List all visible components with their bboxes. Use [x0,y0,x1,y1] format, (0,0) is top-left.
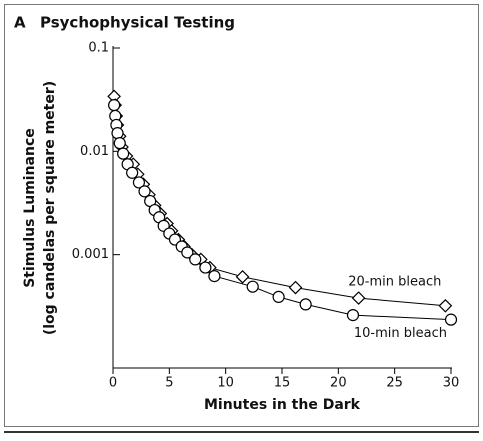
marker-circle [299,298,312,311]
x-tick-label: 30 [443,376,460,391]
marker-circle [117,147,130,160]
x-tick-label: 10 [217,376,234,391]
marker-circle [444,313,458,326]
marker-circle [126,166,139,179]
marker-diamond [288,280,303,295]
marker-circle [138,185,151,198]
y-tick-label: 0.01 [80,144,109,159]
y-tick-label: 0.001 [72,247,109,262]
marker-circle [113,137,126,150]
marker-circle [189,253,202,266]
marker-circle [108,99,121,112]
frame [4,4,479,427]
x-tick-label: 0 [109,376,117,391]
marker-circle [346,309,360,322]
series-label: 20-min bleach [348,274,441,289]
marker-circle [132,176,146,189]
marker-circle [181,246,194,259]
marker-diamond [235,269,250,284]
x-axis-label: Minutes in the Dark [204,397,361,413]
series-label: 10-min bleach [354,326,447,341]
marker-diamond [438,298,453,313]
x-tick-label: 15 [274,376,291,391]
marker-circle [111,127,124,140]
marker-circle [199,261,212,274]
y-axis-label: Stimulus Luminance [22,128,38,288]
y-tick-label: 0.1 [88,41,109,56]
marker-circle [272,290,285,304]
y-axis-label: (log candelas per square meter) [42,81,58,335]
marker-diamond [351,291,366,305]
x-tick-label: 20 [330,376,347,391]
x-tick-label: 5 [165,376,173,391]
panel-label: A [14,14,26,32]
x-tick-label: 25 [386,376,403,391]
chart-title: Psychophysical Testing [40,14,235,32]
marker-circle [246,280,259,293]
marker-circle [208,270,221,283]
